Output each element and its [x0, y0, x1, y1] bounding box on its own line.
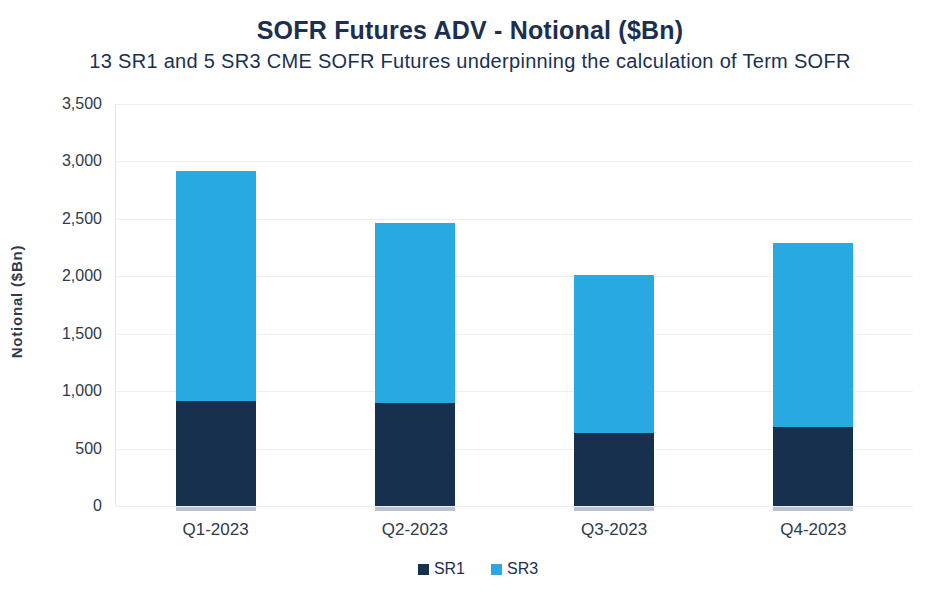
- y-tick-label: 2,500: [32, 210, 102, 228]
- y-axis-title: Notional ($Bn): [8, 132, 25, 472]
- bar-segment-sr3: [574, 275, 654, 432]
- gridline: [116, 104, 913, 105]
- legend-item-sr3: SR3: [491, 560, 538, 578]
- legend-swatch-icon: [418, 564, 429, 575]
- legend-swatch-icon: [491, 564, 502, 575]
- bar-stack: [574, 275, 654, 506]
- gridline: [116, 161, 913, 162]
- bar-segment-sr3: [773, 243, 853, 427]
- y-tick-label: 1,000: [32, 382, 102, 400]
- legend-label: SR3: [507, 560, 538, 578]
- legend-label: SR1: [434, 560, 465, 578]
- x-tick-label: Q2-2023: [335, 520, 495, 540]
- x-tick-label: Q4-2023: [733, 520, 893, 540]
- y-tick-label: 2,000: [32, 267, 102, 285]
- y-tick-label: 1,500: [32, 325, 102, 343]
- y-tick-label: 3,000: [32, 152, 102, 170]
- bar-segment-sr1: [375, 403, 455, 506]
- y-tick-label: 0: [32, 497, 102, 515]
- x-tick-label: Q1-2023: [136, 520, 296, 540]
- bar-stack: [375, 223, 455, 506]
- bar-base-shadow: [375, 507, 455, 511]
- chart-container: SOFR Futures ADV - Notional ($Bn) 13 SR1…: [0, 0, 940, 600]
- plot-area: 05001,0001,5002,0002,5003,0003,500Q1-202…: [115, 104, 913, 506]
- bar-base-shadow: [176, 507, 256, 511]
- bar-segment-sr3: [375, 223, 455, 402]
- bar-segment-sr1: [176, 401, 256, 506]
- bar-segment-sr3: [176, 171, 256, 402]
- bar-base-shadow: [773, 507, 853, 511]
- legend: SR1 SR3: [8, 560, 940, 578]
- chart-subtitle: 13 SR1 and 5 SR3 CME SOFR Futures underp…: [0, 50, 940, 73]
- legend-item-sr1: SR1: [418, 560, 465, 578]
- x-tick-label: Q3-2023: [534, 520, 694, 540]
- bar-stack: [773, 243, 853, 506]
- y-tick-label: 3,500: [32, 95, 102, 113]
- chart-title: SOFR Futures ADV - Notional ($Bn): [0, 16, 940, 45]
- bar-stack: [176, 171, 256, 506]
- bar-segment-sr1: [574, 433, 654, 507]
- bar-segment-sr1: [773, 427, 853, 506]
- y-tick-label: 500: [32, 440, 102, 458]
- bar-base-shadow: [574, 507, 654, 511]
